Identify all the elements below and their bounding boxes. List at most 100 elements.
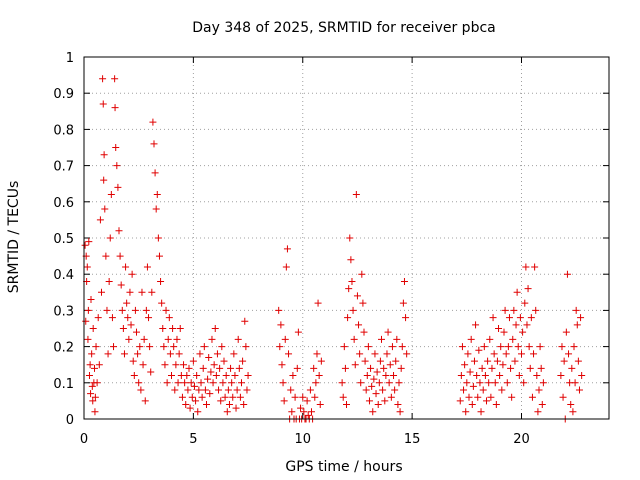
data-point [519,328,527,336]
data-point [563,270,571,278]
data-point [485,379,493,387]
data-point [357,379,365,387]
data-point [534,408,542,416]
data-point [150,140,158,148]
data-point [352,191,360,199]
data-point [221,393,229,401]
data-point [375,379,383,387]
y-tick-label: 0.1 [53,377,74,392]
data-point [300,408,308,416]
data-point [495,325,503,332]
data-point [518,350,525,358]
data-point [363,372,371,380]
data-point [289,372,297,380]
data-point [536,343,544,351]
data-point [470,357,478,365]
data-point [310,364,318,372]
data-point [356,350,364,358]
data-point [538,401,546,409]
data-point [522,263,530,271]
data-point [400,277,408,285]
data-point [338,379,346,387]
data-point [172,361,180,369]
data-point [115,227,123,235]
data-point [85,238,93,246]
data-point [112,144,120,151]
data-point [164,335,172,343]
data-point [511,357,519,365]
data-point [383,350,391,358]
data-point [91,408,99,416]
data-point [339,393,347,401]
data-point [279,379,287,387]
data-point [134,350,142,358]
grid-lines [84,57,609,419]
data-point [116,252,124,260]
x-tick-label: 15 [404,432,421,447]
data-point [349,306,357,314]
data-point [281,335,289,343]
data-point [111,75,119,83]
data-point [111,104,119,112]
data-point [190,382,198,390]
data-point [129,357,137,365]
data-point [527,314,535,322]
data-point [120,350,128,358]
data-point [308,408,315,416]
data-point [304,411,312,419]
data-point [351,361,359,369]
data-point [359,299,367,307]
chart-title: Day 348 of 2025, SRMTID for receiver pbc… [192,20,495,36]
data-point [490,350,498,358]
data-point [299,393,307,401]
data-point [288,408,296,416]
plot-frame [83,56,610,420]
data-point [155,252,163,260]
data-point [215,386,223,394]
data-point [393,335,401,343]
data-point [469,382,477,390]
data-point [197,379,205,387]
data-point [488,364,496,372]
data-point [386,361,394,369]
x-axis-label: GPS time / hours [285,459,402,475]
data-point [403,350,411,358]
data-point [92,343,100,351]
data-point [88,350,96,358]
data-point [340,343,348,351]
data-point [210,361,218,369]
y-tick-label: 0.5 [53,232,74,247]
data-point [213,350,221,358]
data-point [523,321,531,329]
data-point [276,343,284,351]
data-point [528,393,536,401]
data-point [493,357,501,365]
data-point [84,306,92,314]
data-point [514,343,522,351]
data-point [380,364,388,372]
data-point [524,285,532,293]
data-point [142,306,150,314]
data-point [100,176,108,184]
data-point [82,317,90,325]
data-point [474,393,482,401]
data-point [370,375,378,383]
data-point [516,314,524,322]
data-point [145,314,153,322]
data-point [126,288,134,296]
x-tick-label: 20 [513,432,530,447]
data-point [294,328,302,336]
data-point [162,306,170,314]
data-point [467,335,475,343]
data-point [122,263,130,271]
data-point [205,353,213,361]
data-point [498,386,506,394]
data-point [94,314,102,322]
data-point [364,343,372,351]
data-point [96,216,104,224]
data-point [231,372,239,380]
data-point [392,357,400,365]
data-point [117,281,125,289]
data-point [373,368,381,376]
data-point [241,317,249,325]
